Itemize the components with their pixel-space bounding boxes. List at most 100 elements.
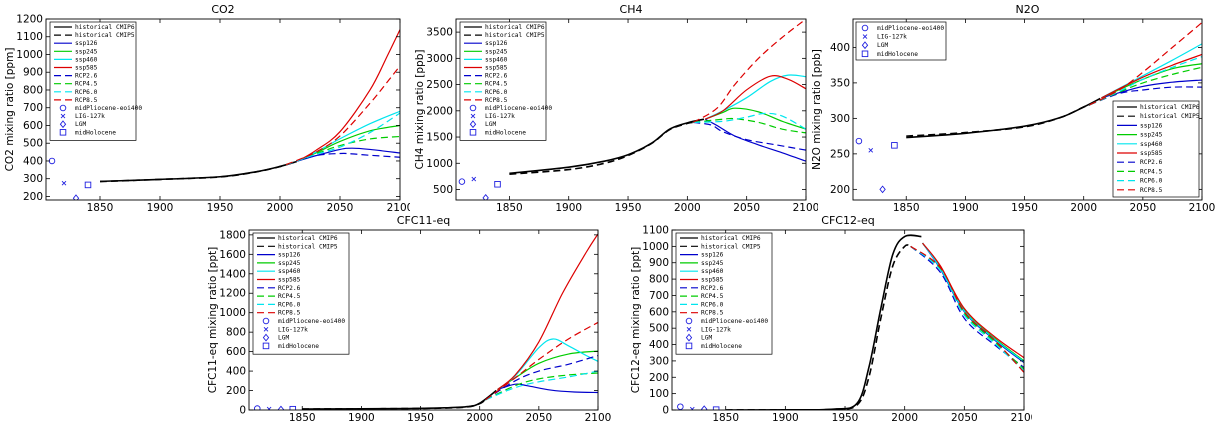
legend-label: historical CMIP5 [485,32,545,39]
y-tick-label: 200 [226,385,246,397]
legend-label: LIG-127k [485,113,515,120]
legend-label: ssp126 [278,252,301,259]
ch4-chart: CH4 CH4 mixing ratio [ppb] 1850 1900 1950 200… [414,3,818,212]
legend-marker [470,113,476,119]
series-group [855,22,1202,194]
legend-marker [861,50,869,58]
x-tick-label: 1950 [832,412,859,423]
chart-title: CH4 [620,3,643,16]
x-tick-label: 1850 [893,202,920,212]
x-tick-label: 1850 [289,412,316,423]
legend-label: LGM [75,121,86,128]
legend-marker [262,317,270,325]
legend-marker [685,333,693,342]
series-line-historical-cmip6 [99,160,298,183]
legend-label: RCP4.5 [278,293,301,300]
y-tick-label: 2500 [426,79,453,91]
marker-lgm [701,405,708,410]
legend-label: historical CMIP5 [701,243,761,250]
y-tick-label: 1800 [219,229,246,241]
series-group [458,19,806,200]
legend-label: midPliocene-eoi400 [701,318,768,325]
y-tick-label: 1100 [642,225,669,237]
series-line-rcp6-0 [910,245,1024,372]
series-line-ssp245 [704,107,806,130]
y-tick-label: 1000 [642,241,669,253]
series-line-ssp126 [297,147,400,162]
plot-frame [852,18,1203,201]
x-tick-label: 2050 [733,202,760,212]
marker-lgm [879,185,886,194]
x-tick-label: 1900 [772,412,799,423]
legend-label: ssp460 [278,268,301,275]
legend-label: RCP4.5 [1140,168,1163,175]
legend-label: historical CMIP5 [278,243,338,250]
legend-label: RCP4.5 [701,293,724,300]
y-tick-label: 1100 [16,31,43,43]
series-line-rcp2-6 [1089,86,1202,106]
legend-marker [686,326,692,332]
series-group [48,29,400,200]
legend-label: ssp585 [1140,150,1163,157]
x-tick-label: 2100 [793,202,818,212]
x-tick-label: 1850 [87,202,114,212]
legend-marker [262,342,270,350]
series-line-historical-cmip5 [509,121,694,176]
legend-marker [469,104,477,112]
legend-label: RCP6.0 [75,89,98,96]
legend-label: ssp585 [75,65,98,72]
y-tick-label: 900 [649,257,669,269]
y-tick-label: 800 [226,327,246,339]
plot-frame [455,18,807,201]
marker-midholocene [84,181,92,189]
legend-label: ssp460 [75,56,98,63]
legend-label: ssp585 [485,65,508,72]
series-line-ssp460 [297,110,400,162]
series-line-rcp6-0 [485,370,598,401]
legend-marker [262,333,270,342]
series-line-historical-cmip5 [302,399,487,410]
y-axis-label: CFC12-eq mixing ratio [ppt] [630,247,642,393]
series-line-rcp6-0 [693,112,806,130]
x-tick-label: 1900 [555,202,582,212]
legend-label: midPliocene-eoi400 [877,25,944,32]
legend-label: RCP6.0 [701,301,724,308]
x-tick-label: 1850 [712,412,739,423]
legend-label: RCP6.0 [1140,178,1163,185]
y-tick-label: 250 [830,148,850,160]
y-axis-label: CO2 mixing ratio [ppm] [4,48,16,172]
plot-frame [248,229,599,411]
series-line-rcp8-5 [910,245,1024,373]
legend-marker [59,120,67,129]
y-tick-label: 300 [649,355,669,367]
co2-chart: CO2 CO2 mixing ratio [ppm] 1850 1900 1950 200… [4,3,410,212]
legend-label: ssp126 [485,40,508,47]
series-line-ssp126 [1101,79,1202,99]
y-tick-label: 1200 [219,288,246,300]
marker-midpliocene-eoi400 [677,403,684,410]
legend-label: LGM [701,335,712,342]
y-tick-label: 400 [23,155,43,167]
y-tick-label: 100 [649,388,669,400]
legend-label: RCP2.6 [485,73,508,80]
legend-label: historical CMIP6 [75,24,135,31]
series-line-rcp4-5 [485,372,598,401]
plot-frame [671,229,1025,411]
legend-label: ssp245 [485,48,508,55]
marker-lig-127k [471,176,477,182]
x-tick-label: 1850 [496,202,523,212]
legend-label: RCP8.5 [1140,187,1163,194]
legend-label: LGM [877,42,888,49]
n2o-chart: N2O N2O mixing ratio [ppb] 1850 1900 1950 200… [811,3,1215,212]
series-line-rcp8-5 [485,321,598,401]
legend-label: historical CMIP5 [75,32,135,39]
legend-box [459,21,547,141]
series-line-ssp460 [497,338,598,391]
series-line-rcp2-6 [285,152,400,166]
legend-label: ssp585 [701,277,724,284]
chart-title: CFC12-eq [821,214,874,227]
legend-box [252,232,350,355]
legend-label: LGM [485,121,496,128]
